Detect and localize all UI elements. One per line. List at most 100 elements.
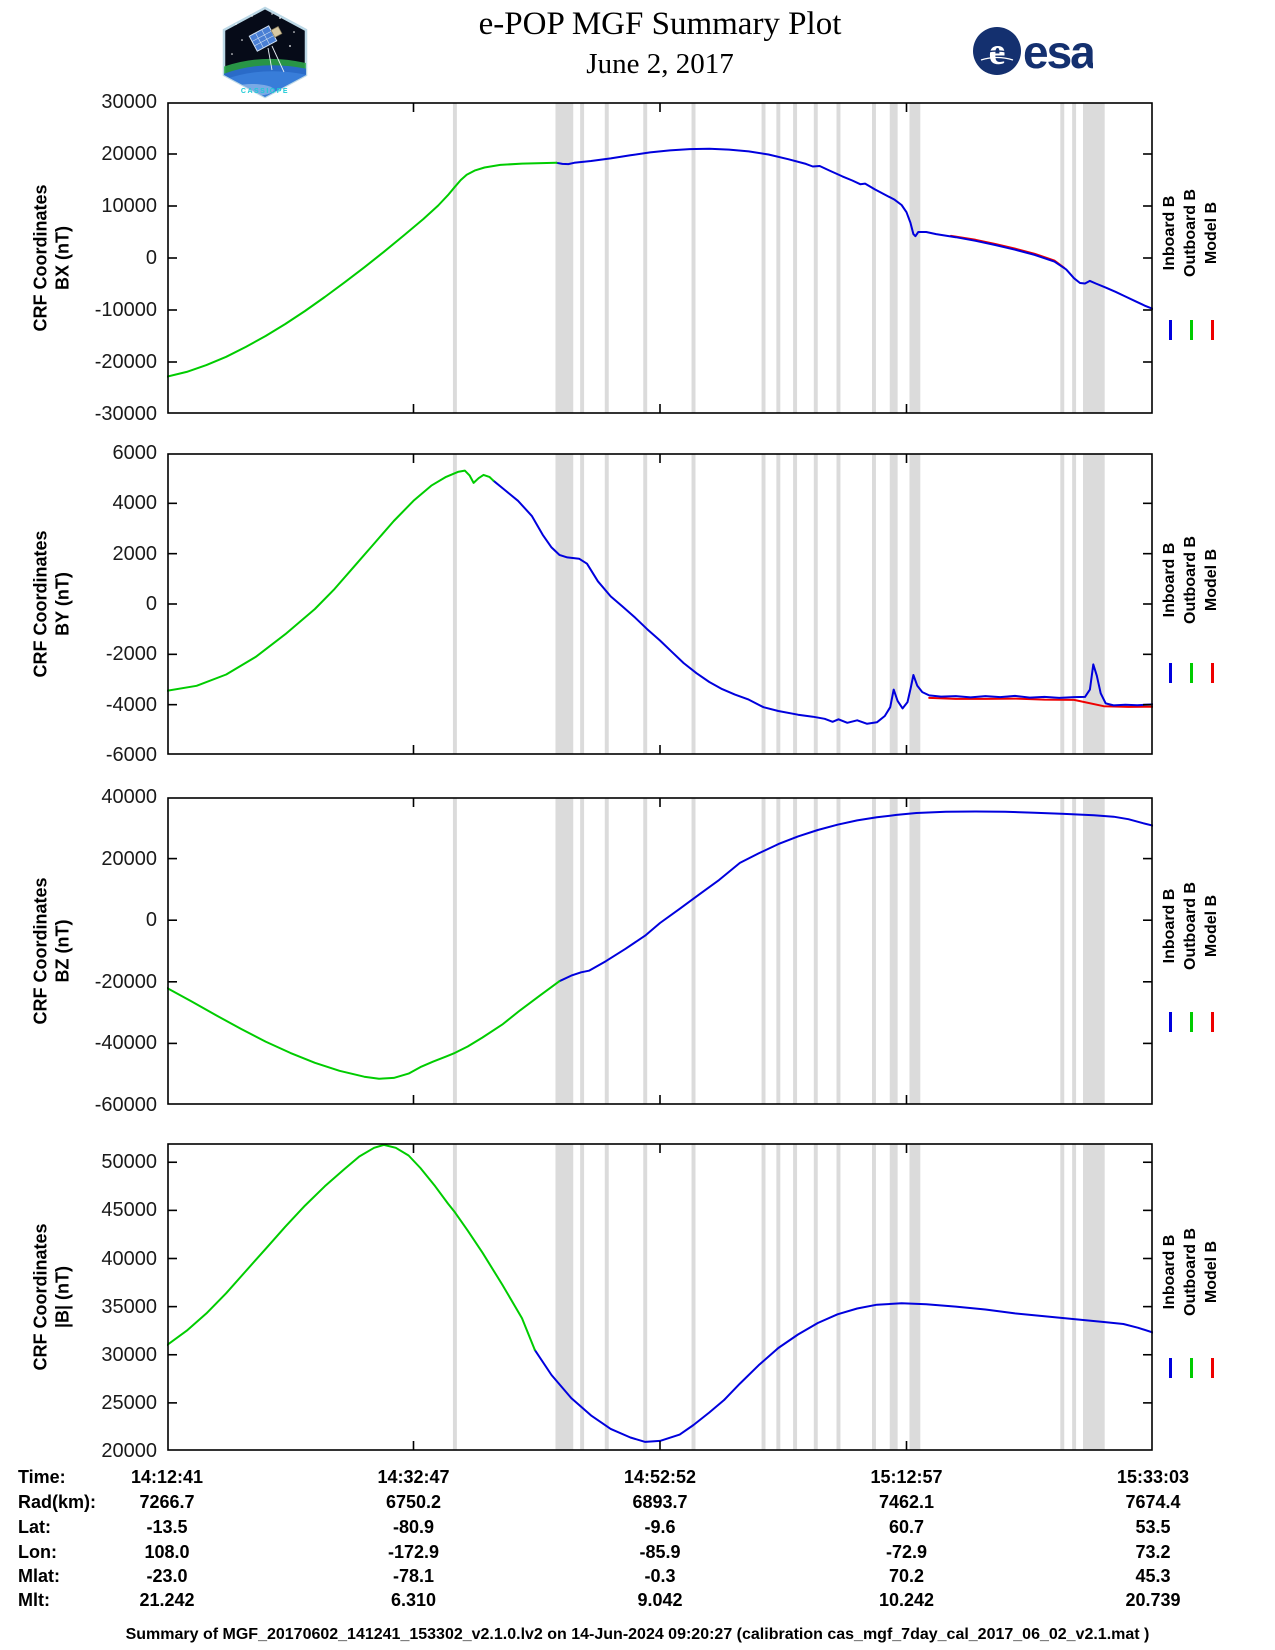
data-gap-band	[643, 103, 648, 413]
bz-ytick-label: 0	[145, 909, 157, 932]
ephemeris-value: 14:12:41	[130, 1467, 204, 1487]
ephemeris-value: 10.242	[878, 1590, 935, 1610]
esa-logo-graphic: e esa	[973, 26, 1098, 78]
legend-label-outboard: Outboard B	[1182, 189, 1199, 278]
bx-ytick-label: 10000	[101, 195, 157, 217]
data-gap-band	[836, 798, 841, 1104]
data-gap-band	[761, 1144, 766, 1450]
ephemeris-value: 45.3	[1135, 1566, 1171, 1586]
ephemeris-row-label: Rad(km):	[18, 1492, 97, 1512]
data-gap-band	[604, 103, 609, 413]
ephemeris-value: 7674.4	[1125, 1492, 1181, 1512]
data-gap-band	[1060, 798, 1065, 1104]
legend-line-inboard	[1168, 1011, 1172, 1032]
legend-label-inboard: Inboard B	[1161, 542, 1178, 618]
data-gap-band	[1060, 103, 1065, 413]
data-gap-band	[793, 1144, 798, 1450]
data-gap-band	[1082, 103, 1105, 413]
bx-axis-label: CRF Coordinates BX (nT)	[30, 184, 72, 332]
ephemeris-value: 14:52:52	[623, 1467, 697, 1487]
ephemeris-value: 60.7	[888, 1517, 925, 1537]
cassiope-mission-patch: CASSIOPE	[222, 6, 308, 104]
data-gap-band	[1060, 454, 1065, 754]
data-gap-band	[909, 103, 921, 413]
ephemeris-row-label: Lon:	[18, 1542, 57, 1562]
data-gap-band	[889, 454, 898, 754]
bx-ytick-label: 20000	[101, 143, 157, 165]
data-gap-band	[1082, 454, 1105, 754]
data-gap-band	[909, 1144, 921, 1450]
bx-ytick-label: -20000	[94, 351, 157, 373]
data-gap-band	[1060, 1144, 1065, 1450]
ephemeris-value: 53.5	[1135, 1517, 1171, 1537]
data-gap-band	[580, 103, 585, 413]
data-gap-band	[761, 454, 766, 754]
data-gap-band	[580, 798, 585, 1104]
by-ytick-label: -4000	[105, 693, 157, 716]
data-gap-band	[836, 103, 841, 413]
by-ytick-label: 0	[145, 593, 157, 615]
panel-border	[167, 797, 1153, 1105]
ephemeris-value: 73.2	[1135, 1542, 1171, 1562]
ephemeris-value: -85.9	[639, 1542, 681, 1562]
bmag-ytick-label: 20000	[101, 1440, 157, 1462]
data-gap-band	[871, 103, 876, 413]
ephemeris-row-label: Mlat:	[18, 1566, 60, 1586]
legend-label-outboard: Outboard B	[1182, 882, 1199, 971]
ephemeris-value: -72.9	[885, 1542, 928, 1562]
bx-ytick-label: -10000	[94, 299, 157, 321]
legend-line-outboard	[1189, 319, 1193, 340]
by-axis-label: CRF Coordinates BY (nT)	[30, 530, 72, 678]
data-gap-band	[776, 103, 781, 413]
bx-ytick-label: 30000	[101, 91, 157, 113]
data-gap-band	[1082, 1144, 1105, 1450]
legend-label-model: Model B	[1203, 895, 1220, 958]
data-gap-band	[871, 1144, 876, 1450]
by-ytick-label: 2000	[112, 542, 158, 565]
data-gap-band	[643, 798, 648, 1104]
data-gap-band	[836, 1144, 841, 1450]
ephemeris-value: 15:12:57	[870, 1467, 943, 1487]
bmag-ytick-label: 40000	[101, 1247, 157, 1270]
data-gap-band	[580, 454, 585, 754]
ephemeris-row-label: Lat:	[18, 1517, 51, 1537]
bx-model-curve	[949, 234, 1066, 269]
data-gap-band	[909, 454, 921, 754]
legend-line-model	[1210, 1011, 1214, 1032]
bmag-ytick-label: 35000	[101, 1295, 157, 1318]
by-ytick-label: 6000	[112, 442, 158, 464]
esa-wordmark: esa	[1023, 26, 1093, 78]
by-inboard-curve	[492, 479, 1153, 725]
legend-label-model: Model B	[1203, 201, 1220, 265]
ephemeris-value: 108.0	[144, 1542, 190, 1562]
ephemeris-value: -80.9	[392, 1517, 435, 1537]
legend-line-outboard	[1189, 1011, 1193, 1032]
bz-ytick-label: 20000	[101, 847, 157, 870]
data-gap-band	[761, 798, 766, 1104]
ephemeris-row-label: Mlt:	[18, 1590, 50, 1610]
bmag-outboard-curve	[167, 1143, 536, 1351]
panel-bmag-plot	[167, 1143, 1153, 1451]
legend-label-outboard: Outboard B	[1182, 535, 1199, 624]
data-gap-band	[1082, 798, 1105, 1104]
data-gap-band	[793, 454, 798, 754]
data-gap-band	[643, 454, 648, 754]
bz-inboard-curve	[558, 810, 1153, 983]
patch-aurora	[224, 58, 306, 76]
data-gap-band	[691, 454, 696, 754]
bx-ytick-label: 0	[145, 247, 157, 269]
ephemeris-value: 70.2	[888, 1566, 925, 1586]
summary-footer: Summary of MGF_20170602_141241_153302_v2…	[125, 1626, 1150, 1643]
ephemeris-value: 6893.7	[632, 1492, 688, 1512]
legend-label-model: Model B	[1203, 1241, 1220, 1304]
data-gap-band	[580, 1144, 585, 1450]
bmag-ytick-label: 30000	[101, 1343, 157, 1366]
ephemeris-value: -9.6	[644, 1517, 676, 1537]
legend-label-outboard: Outboard B	[1182, 1228, 1199, 1317]
data-gap-band	[761, 103, 766, 413]
data-gap-band	[793, 103, 798, 413]
panel-by-plot	[167, 453, 1153, 755]
patch-satellite	[248, 25, 283, 52]
data-gap-band	[909, 798, 921, 1104]
data-gap-band	[555, 103, 574, 413]
